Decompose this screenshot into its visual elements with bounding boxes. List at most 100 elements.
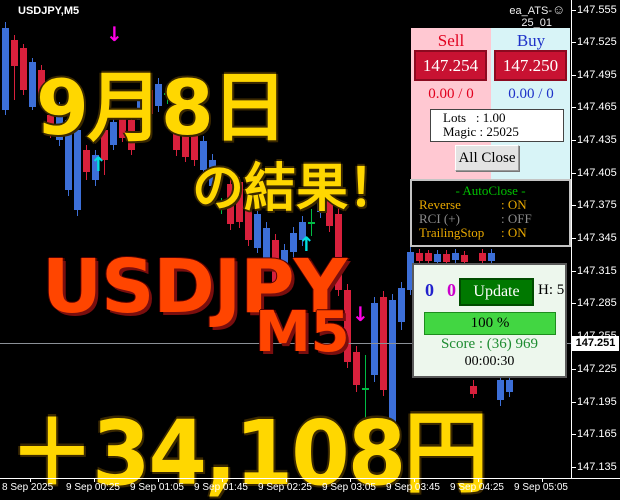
candle-body <box>128 120 135 150</box>
candle-body <box>47 115 54 132</box>
count-blue: 0 <box>425 280 434 300</box>
candle-wick <box>365 355 366 458</box>
price-axis-label: 147.375 <box>577 199 617 211</box>
time-axis-tick <box>286 478 287 482</box>
candle-body <box>470 386 477 394</box>
candle-body <box>56 108 63 140</box>
sell-price-button[interactable]: 147.254 <box>414 50 487 81</box>
overlay-timeframe-title: M5 <box>255 300 350 365</box>
score-label: Score : (36) 969 <box>440 336 539 352</box>
candle-body <box>155 84 162 106</box>
time-axis-label: 9 Sep 02:25 <box>258 482 312 493</box>
price-axis-tick <box>571 173 576 174</box>
autoclose-row-reverse: Reverse : ON <box>412 198 569 212</box>
candle-body <box>443 254 450 262</box>
price-axis-label: 147.285 <box>577 297 617 309</box>
update-panel: 0 0 Update H: 5 100 % Score : (36) 969 0… <box>412 263 567 378</box>
candle-body <box>74 130 81 210</box>
doji-candle <box>164 93 171 95</box>
buy-arrow-icon: ↑ <box>90 152 107 176</box>
candle-body <box>326 196 333 226</box>
time-axis-tick <box>222 478 223 482</box>
candle-body <box>407 252 414 290</box>
price-axis-tick <box>571 271 576 272</box>
sell-arrow-icon: ↓ <box>352 302 369 326</box>
candle-body <box>389 300 396 450</box>
candle-body <box>398 288 405 322</box>
candle-body <box>191 136 198 160</box>
price-axis-label: 147.315 <box>577 265 617 277</box>
candle-wick <box>14 35 15 100</box>
overlay-symbol-title: USDJPY <box>42 244 347 330</box>
all-close-button[interactable]: All Close <box>455 145 519 171</box>
time-axis-tick <box>478 478 479 482</box>
candle-body <box>344 290 351 362</box>
price-axis-tick <box>571 303 576 304</box>
time-axis-label: 9 Sep 04:25 <box>450 482 504 493</box>
candle-body <box>317 196 324 212</box>
magic-line: Magic : 25025 <box>443 124 519 139</box>
doji-candle <box>218 205 225 207</box>
autoclose-panel: - AutoClose - Reverse : ON RCI (+) : OFF… <box>410 179 571 247</box>
time-axis-label: 9 Sep 05:05 <box>514 482 568 493</box>
lots-line: Lots : 1.00 <box>443 110 506 125</box>
candle-body <box>434 254 441 262</box>
sell-label: Sell <box>437 31 465 50</box>
price-axis-label: 147.345 <box>577 232 617 244</box>
candle-body <box>137 96 144 120</box>
time-axis-label: 9 Sep 03:45 <box>386 482 440 493</box>
candle-body <box>110 122 117 145</box>
autoclose-title: - AutoClose - <box>455 183 526 198</box>
price-axis-tick <box>571 10 576 11</box>
price-axis-tick <box>571 140 576 141</box>
candle-body <box>425 253 432 261</box>
price-axis-label: 147.195 <box>577 396 617 408</box>
candle-body <box>335 214 342 290</box>
candle-body <box>299 222 306 240</box>
price-axis-tick <box>571 369 576 370</box>
trade-panel: Sell Buy 147.254 147.250 0.00 / 0 0.00 /… <box>411 28 570 180</box>
price-axis-label: 147.435 <box>577 134 617 146</box>
candle-body <box>2 28 9 110</box>
price-axis-tick <box>571 402 576 403</box>
smiley-icon: ☺ <box>552 2 566 17</box>
candle-body <box>11 40 18 66</box>
price-axis-label: 147.165 <box>577 428 617 440</box>
autoclose-rci-value: : OFF <box>501 211 532 226</box>
buy-price-button[interactable]: 147.250 <box>494 50 567 81</box>
update-button[interactable]: Update <box>459 278 534 306</box>
candle-body <box>173 123 180 150</box>
sell-stats: 0.00 / 0 <box>428 86 474 102</box>
time-axis-line <box>0 478 620 479</box>
time-axis-label: 9 Sep 01:05 <box>130 482 184 493</box>
lots-magic-box: Lots : 1.00 Magic : 25025 <box>430 109 564 142</box>
sell-arrow-icon: ↓ <box>43 92 60 116</box>
autoclose-row-rci: RCI (+) : OFF <box>412 212 569 226</box>
candle-body <box>29 62 36 107</box>
time-axis-label: 8 Sep 2025 <box>2 482 54 493</box>
progress-bar: 100 % <box>424 312 556 335</box>
candle-body <box>290 233 297 252</box>
time-axis-tick <box>94 478 95 482</box>
candle-body <box>263 228 270 262</box>
buy-stats: 0.00 / 0 <box>508 86 554 102</box>
candle-body <box>65 120 72 190</box>
time-axis-label: 9 Sep 01:45 <box>194 482 248 493</box>
candle-body <box>200 141 207 170</box>
candle-body <box>182 130 189 157</box>
timer-label: 00:00:30 <box>464 354 515 369</box>
price-axis-label: 147.465 <box>577 101 617 113</box>
candle-body <box>479 253 486 261</box>
candle-body <box>236 182 243 222</box>
buy-label: Buy <box>516 31 546 50</box>
candle-body <box>83 150 90 172</box>
candle-body <box>281 250 288 286</box>
autoclose-reverse-label: Reverse <box>419 197 461 212</box>
candle-body <box>209 160 216 186</box>
chart-symbol-label: USDJPY,M5 <box>18 5 80 17</box>
candle-body <box>452 253 459 260</box>
price-axis-tick <box>571 238 576 239</box>
autoclose-rci-label: RCI (+) <box>419 211 460 226</box>
progress-bar-fill <box>425 313 555 334</box>
current-price-tag: 147.251 <box>572 336 619 351</box>
